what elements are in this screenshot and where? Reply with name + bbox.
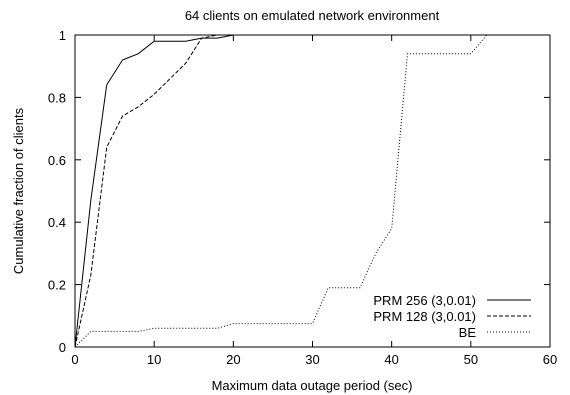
- x-tick-label: 40: [384, 352, 398, 367]
- x-tick-label: 60: [543, 352, 557, 367]
- plot-frame: [74, 34, 551, 348]
- x-tick-label: 20: [226, 352, 240, 367]
- series-line-0: [74, 34, 550, 348]
- x-tick-label: 0: [71, 352, 78, 367]
- x-axis-label: Maximum data outage period (sec): [212, 378, 413, 393]
- y-axis-label: Cumulative fraction of clients: [11, 107, 26, 274]
- series-lines: [74, 34, 550, 348]
- legend-label-1: PRM 128 (3,0.01): [373, 309, 476, 324]
- series-line-1: [74, 34, 550, 348]
- x-tick-label: 10: [147, 352, 161, 367]
- y-tick-label: 0.8: [48, 90, 66, 105]
- series-line-2: [74, 34, 550, 348]
- legend: PRM 256 (3,0.01)PRM 128 (3,0.01)BE: [373, 293, 531, 340]
- chart-title: 64 clients on emulated network environme…: [185, 8, 440, 23]
- y-tick-label: 0: [59, 340, 66, 355]
- y-tick-label: 1: [59, 28, 66, 43]
- y-tick-label: 0.4: [48, 215, 66, 230]
- x-tick-label: 50: [464, 352, 478, 367]
- y-tick-label: 0.6: [48, 153, 66, 168]
- axis-ticks: 0 10 20 30 40 50 60 0 0.2 0.4 0.6 0.8 1: [48, 28, 557, 367]
- legend-label-2: BE: [459, 325, 477, 340]
- x-tick-label: 30: [305, 352, 319, 367]
- y-tick-label: 0.2: [48, 278, 66, 293]
- legend-label-0: PRM 256 (3,0.01): [373, 293, 476, 308]
